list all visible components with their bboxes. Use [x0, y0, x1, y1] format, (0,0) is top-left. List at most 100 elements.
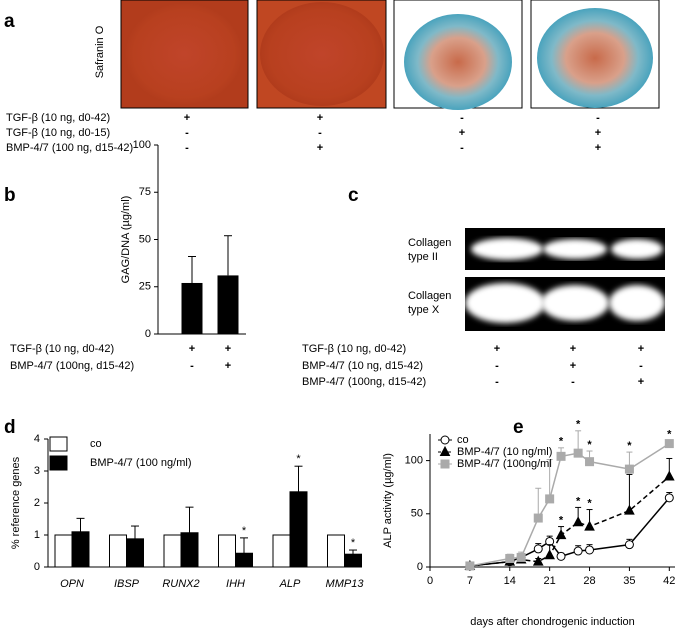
histology-images [120, 0, 660, 110]
condition-mark: - [185, 142, 189, 154]
condition-mark: + [570, 360, 576, 372]
marker [505, 553, 515, 563]
series-line [469, 497, 670, 567]
legend-swatch [49, 436, 68, 452]
stain-label: Safranin O [94, 25, 106, 78]
condition-label: BMP-4/7 (100ng, d15-42) [302, 376, 426, 388]
condition-label: BMP-4/7 (10 ng, d15-42) [302, 360, 423, 372]
condition-mark: + [225, 343, 231, 355]
marker [544, 549, 555, 560]
marker [532, 555, 544, 566]
marker [585, 457, 595, 467]
condition-label: BMP-4/7 (100ng, d15-42) [10, 360, 134, 372]
condition-mark: - [185, 127, 189, 139]
series-line [469, 475, 670, 567]
condition-mark: - [495, 376, 499, 388]
y-axis-label: GAG/DNA (µg/ml) [120, 196, 132, 284]
marker [584, 520, 595, 531]
condition-mark: - [596, 112, 600, 124]
significance: * [576, 419, 581, 431]
y-tick-label: 50 [411, 508, 423, 520]
blot-label: Collagen [408, 237, 451, 249]
x-tick-label: 21 [544, 575, 556, 587]
y-tick-label: 75 [139, 186, 151, 198]
x-tick-label: IBSP [114, 578, 140, 590]
marker [533, 544, 543, 554]
significance: * [559, 436, 564, 448]
x-tick-label: RUNX2 [162, 578, 199, 590]
marker [624, 464, 634, 474]
marker [516, 552, 526, 562]
legend-label: co [457, 434, 469, 446]
x-tick-label: MMP13 [326, 578, 365, 590]
condition-label: TGF-β (10 ng, d0-15) [6, 127, 110, 139]
marker [533, 513, 543, 523]
condition-mark: + [317, 142, 323, 154]
condition-mark: + [225, 360, 231, 372]
bar [235, 552, 253, 568]
panel-letter: a [4, 11, 15, 32]
y-tick-label: 3 [34, 465, 40, 477]
condition-mark: - [318, 127, 322, 139]
marker [440, 435, 450, 445]
significance: * [296, 453, 301, 465]
marker [439, 445, 451, 456]
x-axis-label: days after chondrogenic induction [470, 616, 635, 628]
condition-mark: - [639, 360, 643, 372]
x-tick-label: 14 [504, 575, 516, 587]
condition-mark: + [595, 127, 601, 139]
panel-letter: e [513, 417, 524, 438]
y-tick-label: 100 [405, 455, 423, 467]
condition-mark: + [638, 343, 644, 355]
bar [109, 534, 127, 568]
marker [573, 546, 583, 556]
significance: * [627, 440, 632, 452]
bar [218, 534, 236, 568]
legend-label: BMP-4/7 (10 ng/ml) [457, 446, 552, 458]
bar [71, 531, 90, 568]
bar [180, 532, 199, 568]
condition-label: TGF-β (10 ng, d0-42) [10, 343, 114, 355]
bar [289, 491, 308, 568]
y-tick-label: 0 [145, 328, 151, 340]
condition-mark: + [638, 376, 644, 388]
y-tick-label: 1 [34, 529, 40, 541]
bar [327, 534, 345, 568]
marker [664, 439, 674, 449]
marker [624, 540, 634, 550]
panel-letter: d [4, 417, 16, 438]
marker [573, 448, 583, 458]
marker [585, 545, 595, 555]
y-tick-label: 50 [139, 233, 151, 245]
condition-label: BMP-4/7 (100 ng, d15-42) [6, 142, 133, 154]
western-blots [465, 228, 665, 331]
marker [440, 459, 450, 469]
bar [181, 282, 203, 334]
condition-mark: + [189, 343, 195, 355]
marker [465, 561, 475, 571]
blot-label: type II [408, 251, 438, 263]
significance: * [587, 497, 592, 509]
x-tick-label: IHH [226, 578, 245, 590]
x-tick-label: 7 [467, 575, 473, 587]
x-tick-label: OPN [60, 578, 84, 590]
condition-mark: - [571, 376, 575, 388]
bar [54, 534, 73, 568]
condition-mark: + [317, 112, 323, 124]
condition-mark: - [460, 142, 464, 154]
condition-mark: - [190, 360, 194, 372]
significance: * [667, 428, 672, 440]
marker [663, 470, 675, 481]
legend-label: BMP-4/7 (100ng/ml [457, 458, 552, 470]
x-tick-label: 42 [663, 575, 675, 587]
marker [572, 516, 584, 527]
condition-mark: + [184, 112, 190, 124]
bar [163, 534, 182, 568]
marker [624, 504, 635, 515]
y-tick-label: 25 [139, 281, 151, 293]
significance: * [351, 537, 356, 549]
condition-mark: - [495, 360, 499, 372]
condition-mark: - [460, 112, 464, 124]
marker [545, 494, 555, 504]
significance: * [576, 495, 581, 507]
